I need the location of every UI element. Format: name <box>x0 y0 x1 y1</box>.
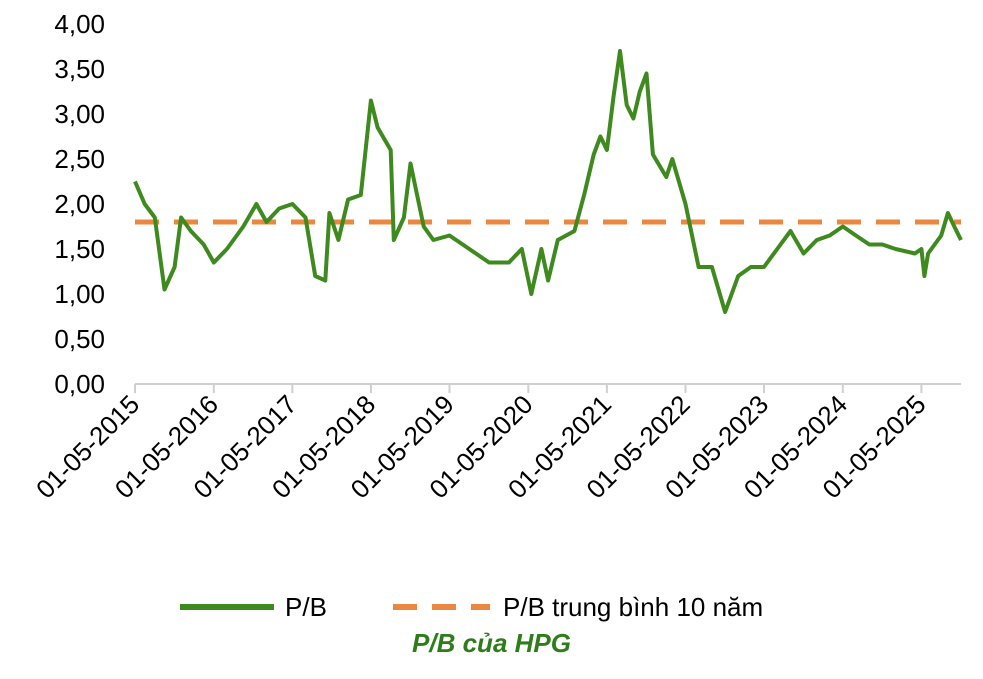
legend-label-average: P/B trung bình 10 năm <box>503 592 763 622</box>
y-tick-label: 4,00 <box>54 9 105 39</box>
y-axis-ticks: 0,00 0,50 1,00 1,50 2,00 2,50 3,00 3,50 4,00 <box>54 9 105 399</box>
x-axis-tick-labels: 01-05-201501-05-201601-05-201701-05-2018… <box>30 389 932 504</box>
y-tick-label: 2,00 <box>54 189 105 219</box>
chart-caption: P/B của HPG <box>412 628 571 658</box>
y-tick-label: 0,00 <box>54 369 105 399</box>
y-tick-label: 3,00 <box>54 99 105 129</box>
y-tick-label: 2,50 <box>54 144 105 174</box>
y-tick-label: 1,50 <box>54 234 105 264</box>
series-pb-line <box>133 49 963 314</box>
x-axis-tick-marks <box>134 384 923 393</box>
legend-label-pb: P/B <box>285 592 327 622</box>
y-tick-label: 1,00 <box>54 279 105 309</box>
legend: P/B P/B trung bình 10 năm <box>180 592 763 622</box>
y-tick-label: 3,50 <box>54 54 105 84</box>
y-tick-label: 0,50 <box>54 324 105 354</box>
